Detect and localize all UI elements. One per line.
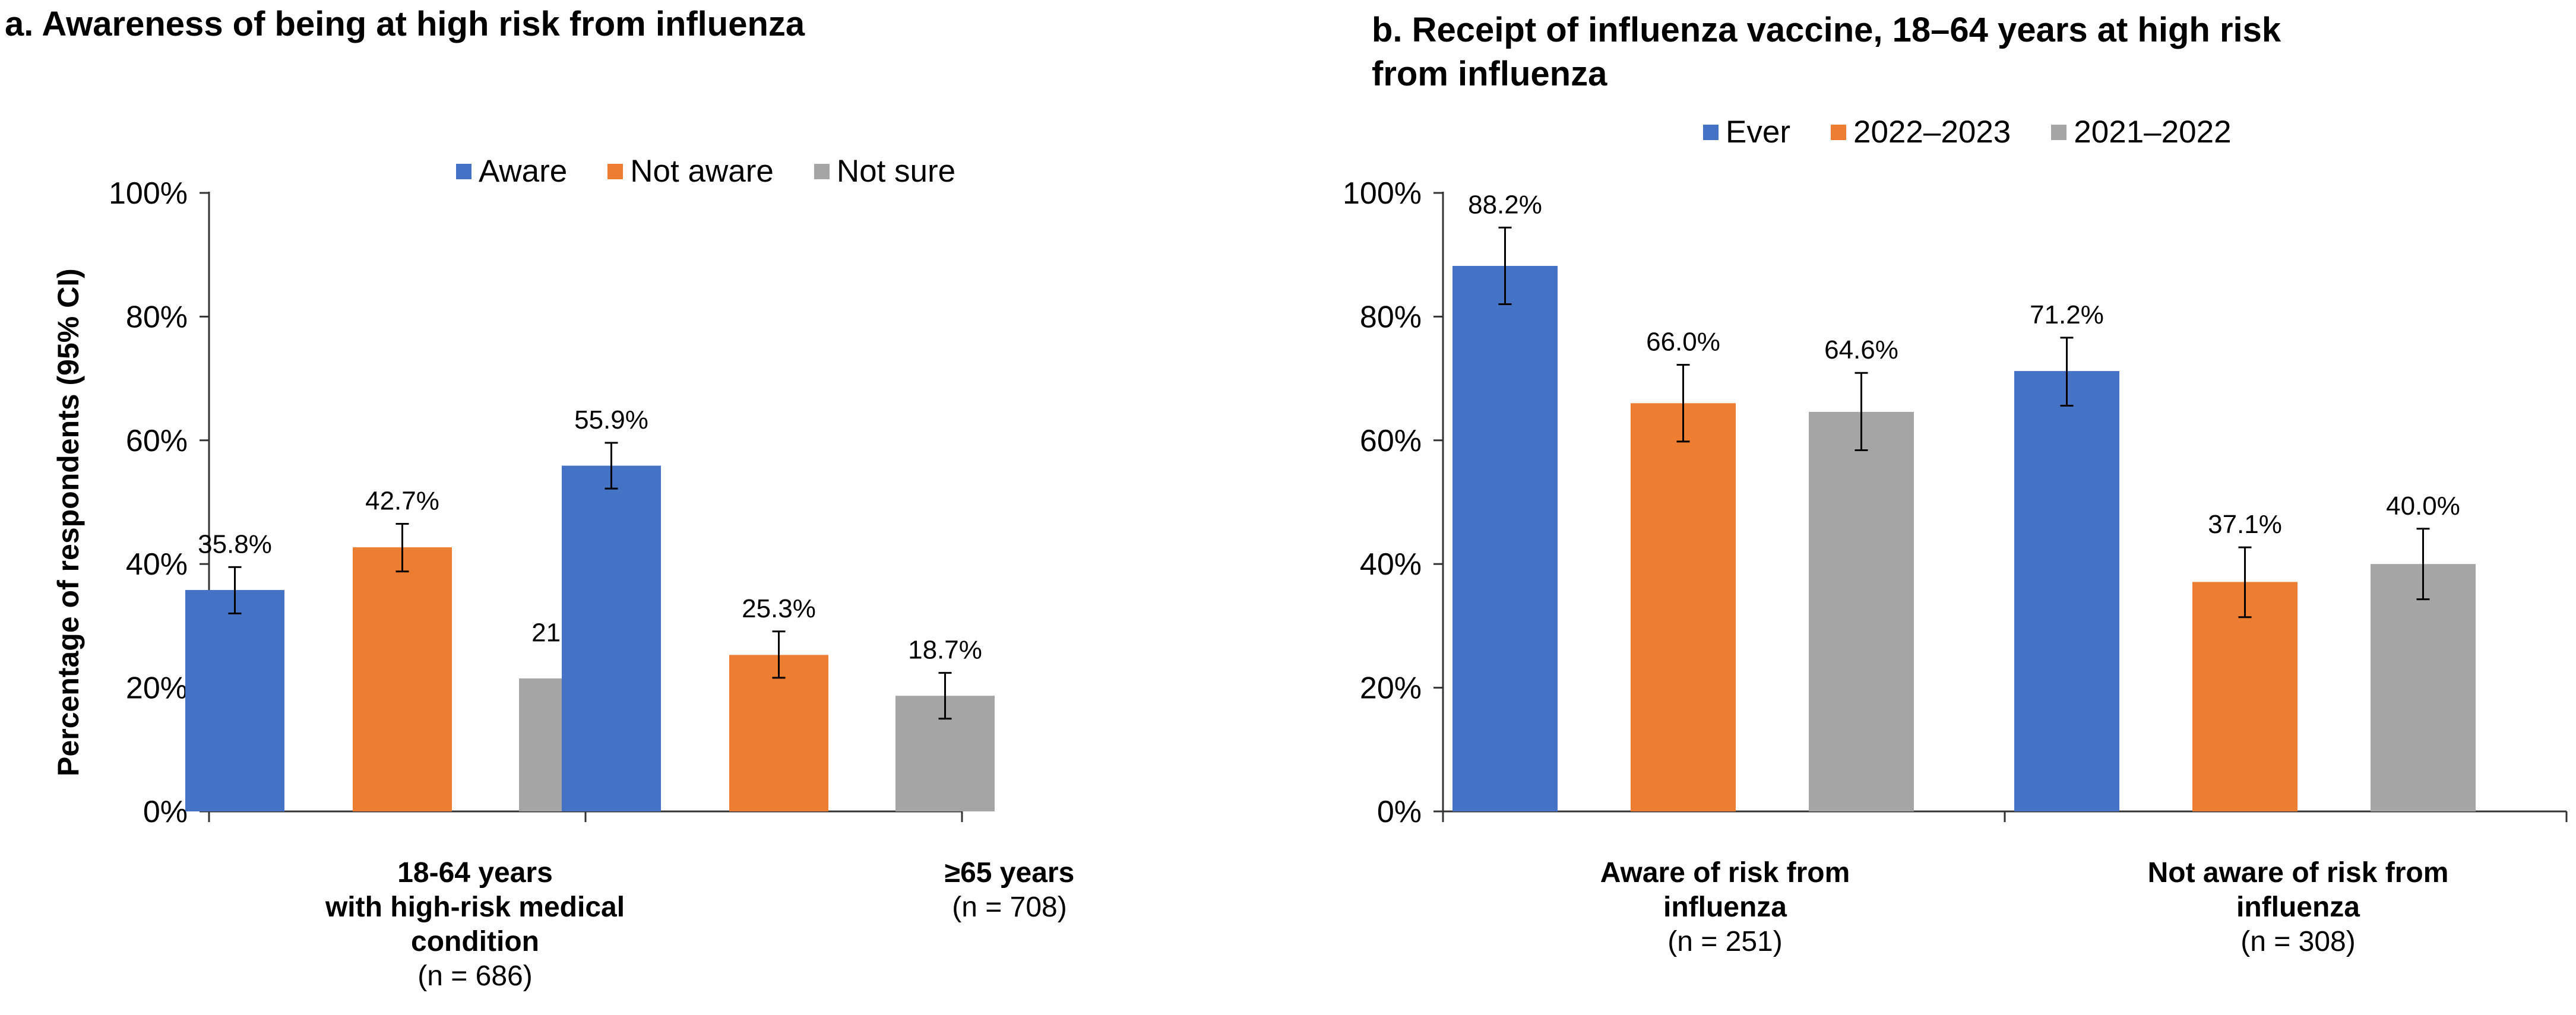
chart-b-data-label-0-0: 88.2% — [1468, 190, 1542, 219]
chart-b-ytick-label-3: 60% — [1360, 424, 1422, 458]
chart-a-data-label-0-1: 55.9% — [574, 405, 648, 434]
legend-label-not-aware: Not aware — [630, 154, 774, 189]
legend-item-2022-2023: 2022–2023 — [1830, 114, 2011, 150]
chart-b-data-label-2-1: 40.0% — [2386, 491, 2460, 521]
chart-b-ytick-label-4: 80% — [1360, 300, 1422, 334]
chart-a-bar-1-0 — [353, 547, 452, 811]
chart-a-legend: Aware Not aware Not sure — [456, 153, 955, 189]
legend-item-not-sure: Not sure — [814, 153, 955, 189]
legend-item-not-aware: Not aware — [607, 153, 774, 189]
chart-b-bar-2-1 — [2371, 564, 2476, 811]
chart-b-bar-0-0 — [1452, 265, 1558, 811]
chart-b-ytick-label-1: 20% — [1360, 671, 1422, 706]
legend-swatch-ever — [1703, 124, 1719, 140]
chart-b-data-label-0-1: 71.2% — [2030, 300, 2104, 329]
chart-a-data-label-0-0: 35.8% — [198, 529, 272, 559]
chart-a-ytick-label-3: 60% — [126, 424, 188, 458]
chart-b-title: b. Receipt of influenza vaccine, 18–64 y… — [1372, 11, 2281, 93]
chart-b-data-label-2-0: 64.6% — [1824, 335, 1898, 364]
legend-swatch-2021-2022 — [2051, 124, 2067, 140]
chart-a-bar-0-1 — [562, 465, 661, 811]
chart-a-bar-1-1 — [729, 655, 828, 811]
chart-b-data-label-1-1: 37.1% — [2208, 510, 2282, 539]
chart-a-category-label-0: 18-64 years with high-risk medical condi… — [261, 856, 689, 994]
chart-b-bar-0-1 — [2014, 371, 2119, 811]
legend-label-ever: Ever — [1726, 115, 1790, 150]
chart-b-ytick-label-0: 0% — [1377, 795, 1422, 829]
legend-label-not-sure: Not sure — [836, 154, 956, 189]
legend-label-2022-2023: 2022–2023 — [1853, 115, 2011, 150]
chart-a-ytick-label-2: 40% — [126, 547, 188, 582]
chart-b-category-label-0: Aware of risk from influenza (n = 251) — [1505, 856, 1945, 959]
chart-a-ytick-label-1: 20% — [126, 671, 188, 706]
chart-b-category-label-1: Not aware of risk from influenza (n = 30… — [2072, 856, 2524, 959]
chart-a-ytick-label-0: 0% — [143, 795, 188, 829]
chart-a-category-0-n: (n = 686) — [417, 960, 533, 992]
legend-item-2021-2022: 2021–2022 — [2051, 114, 2232, 150]
chart-a-data-label-2-1: 18.7% — [908, 636, 982, 665]
legend-item-ever: Ever — [1703, 114, 1790, 150]
chart-b-category-0-n: (n = 251) — [1667, 926, 1783, 957]
chart-b-legend: Ever 2022–2023 2021–2022 — [1703, 114, 2232, 150]
chart-a-data-label-1-1: 25.3% — [742, 594, 816, 623]
chart-a-category-1-name: ≥65 years — [944, 857, 1075, 889]
chart-b-data-label-1-0: 66.0% — [1646, 328, 1720, 357]
chart-a-category-0-name: 18-64 years with high-risk medical condi… — [325, 857, 625, 957]
chart-b-category-1-n: (n = 308) — [2240, 926, 2356, 957]
legend-swatch-aware — [456, 163, 471, 179]
legend-label-2021-2022: 2021–2022 — [2074, 115, 2232, 150]
chart-b-ytick-label-5: 100% — [1343, 176, 1422, 211]
legend-swatch-not-sure — [814, 163, 830, 179]
chart-b-bar-1-1 — [2192, 582, 2297, 811]
legend-label-aware: Aware — [479, 154, 568, 189]
chart-a-category-1-n: (n = 708) — [952, 892, 1067, 923]
chart-b-category-0-name: Aware of risk from influenza — [1600, 857, 1850, 923]
legend-item-aware: Aware — [456, 153, 567, 189]
legend-swatch-not-aware — [607, 163, 624, 179]
legend-swatch-2022-2023 — [1830, 124, 1846, 140]
chart-b-ytick-label-2: 40% — [1360, 547, 1422, 582]
chart-a-ytick-label-5: 100% — [109, 176, 188, 211]
chart-a-ytick-label-4: 80% — [126, 300, 188, 334]
chart-a-data-label-1-0: 42.7% — [365, 486, 439, 515]
chart-a-bar-0-0 — [185, 589, 284, 811]
chart-b-category-1-name: Not aware of risk from influenza — [2147, 857, 2449, 923]
chart-a-category-label-1: ≥65 years (n = 708) — [796, 856, 1223, 925]
chart-a-title: a. Awareness of being at high risk from … — [5, 5, 805, 43]
chart-b-bar-2-0 — [1809, 411, 1914, 811]
chart-b-bar-1-0 — [1631, 403, 1736, 811]
